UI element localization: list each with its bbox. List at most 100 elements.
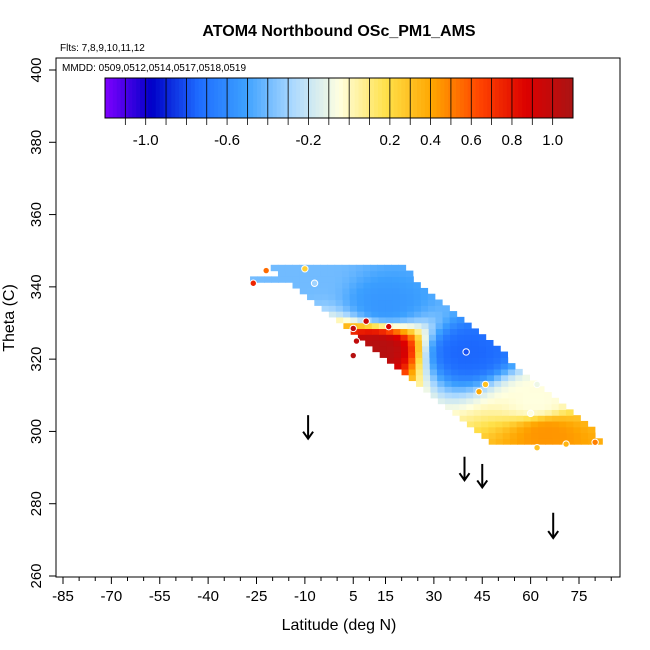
heatmap-cell (566, 426, 575, 434)
heatmap-cell (566, 420, 574, 428)
heatmap-cell (500, 368, 509, 376)
heatmap-cell (414, 316, 422, 324)
heatmap-cell (466, 420, 475, 428)
heatmap-cell (464, 351, 473, 358)
colorbar-segment (385, 78, 391, 118)
heatmap-cell (356, 293, 365, 301)
heatmap-cell (399, 305, 408, 312)
colorbar-segment (288, 78, 293, 118)
x-tick-label: 75 (571, 588, 588, 605)
heatmap-cell (393, 345, 402, 353)
colorbar-tick-label: 0.8 (502, 132, 523, 149)
heatmap-cell (450, 339, 459, 347)
colorbar-segment (272, 78, 278, 118)
heatmap-cell (478, 345, 487, 353)
x-tick-label: -55 (149, 588, 171, 605)
colorbar-segment (331, 78, 336, 118)
heatmap-cell (357, 322, 366, 330)
heatmap-cell (384, 270, 393, 277)
colorbar-segment (424, 78, 430, 118)
heatmap-cell (406, 287, 414, 295)
heatmap-cell (538, 432, 546, 439)
colorbar-segment (444, 78, 449, 118)
heatmap-cell (363, 270, 371, 277)
heatmap-cell (486, 351, 494, 358)
heatmap-cell (537, 403, 546, 410)
heatmap-cell (335, 311, 344, 318)
colorbar-segment (541, 78, 547, 118)
heatmap-cell (479, 351, 487, 358)
heatmap-cell (349, 305, 358, 312)
heatmap-cell (573, 415, 581, 422)
heatmap-cell (473, 409, 482, 416)
colorbar-segment (112, 78, 118, 118)
heatmap-cell (428, 316, 437, 324)
heatmap-cell (399, 299, 408, 306)
heatmap-cell (494, 397, 503, 405)
heatmap-cell (486, 368, 495, 376)
colorbar-segment (241, 78, 246, 118)
heatmap-cell (420, 299, 429, 306)
heatmap-cell (501, 386, 510, 393)
observation-point (533, 380, 541, 389)
heatmap-cell (537, 420, 546, 428)
colorbar-segment (471, 78, 476, 118)
heatmap-cell (398, 282, 407, 289)
heatmap-cell (394, 363, 402, 370)
heatmap-cell (385, 305, 394, 312)
colorbar-segment (401, 78, 406, 118)
observation-point (249, 279, 257, 287)
colorbar-segment (186, 78, 192, 118)
y-tick-label: 280 (28, 491, 45, 516)
colorbar-segment (522, 78, 527, 118)
heatmap-cell (392, 293, 400, 301)
heatmap-cell (284, 264, 293, 272)
heatmap-cell (350, 311, 358, 318)
heatmap-cell (379, 345, 388, 353)
heatmap-cell (444, 374, 452, 382)
heatmap-cell (523, 426, 532, 434)
colorbar-segment (108, 78, 114, 118)
heatmap-cell (501, 392, 510, 399)
heatmap-cell (378, 293, 386, 301)
x-tick-label: -85 (52, 588, 74, 605)
colorbar-segment (374, 78, 379, 118)
heatmap-cell (407, 322, 415, 330)
y-tick-label: 400 (28, 57, 45, 82)
heatmap-cell (357, 334, 366, 341)
down-arrow (476, 463, 489, 490)
heatmap-cell (385, 299, 393, 306)
heatmap-cell (515, 368, 523, 376)
x-axis-label: Latitude (deg N) (282, 617, 397, 634)
heatmap-cell (321, 287, 329, 295)
heatmap-cell (334, 270, 343, 277)
dates-note: MMDD: 0509,0512,0514,0517,0518,0519 (62, 63, 246, 74)
x-tick-label: 5 (349, 588, 357, 605)
heatmap-cell (488, 438, 497, 445)
heatmap-cell (401, 363, 410, 370)
heatmap-cell (422, 357, 431, 364)
x-tick-label: -70 (101, 588, 123, 605)
heatmap-cell (408, 363, 417, 370)
heatmap-cell (320, 282, 329, 289)
heatmap-cell (379, 334, 387, 341)
heatmap-cell (364, 322, 373, 330)
heatmap-cell (399, 311, 408, 318)
flights-note: Flts: 7,8,9,10,11,12 (60, 43, 145, 54)
heatmap-cell (264, 276, 272, 283)
colorbar-segment (155, 78, 161, 118)
heatmap-cell (481, 420, 489, 428)
heatmap-cell (480, 392, 488, 399)
x-tick-label: 60 (522, 588, 539, 605)
heatmap-cell (508, 374, 516, 382)
heatmap-cell (530, 426, 539, 434)
heatmap-cell (399, 276, 407, 283)
heatmap-cell (502, 438, 511, 445)
colorbar-segment (140, 78, 145, 118)
heatmap-cell (320, 270, 329, 277)
heatmap-cell (415, 351, 423, 358)
heatmap-cell (307, 293, 315, 301)
heatmap-cell (480, 386, 488, 393)
heatmap-cell (406, 282, 414, 289)
heatmap-cell (257, 276, 265, 283)
